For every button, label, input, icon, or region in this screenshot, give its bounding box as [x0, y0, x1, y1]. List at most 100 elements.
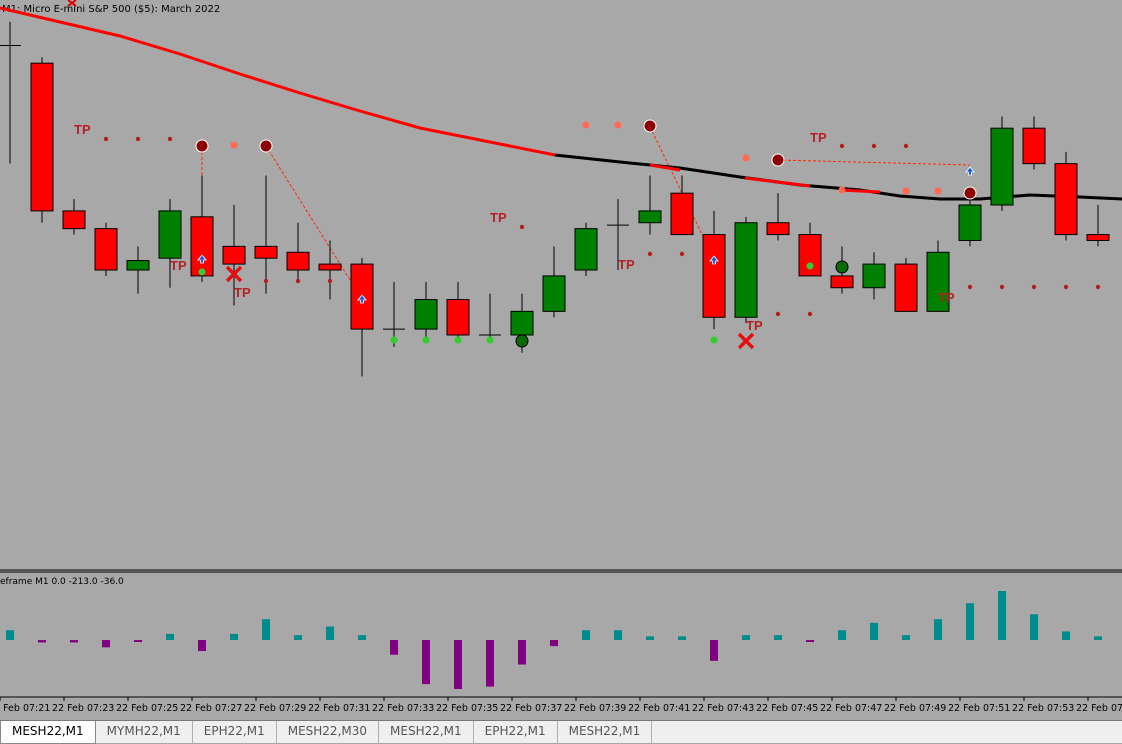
candle-body: [94, 228, 118, 271]
histogram-bar: [966, 603, 974, 640]
stop-dots-group: [103, 121, 1101, 344]
time-label: 22 Feb 07:45: [756, 703, 818, 714]
symbol-tab[interactable]: EPH22,M1: [474, 721, 558, 743]
histogram-bar: [486, 640, 494, 687]
main-chart-header: M1: Micro E-mini S&P 500 ($5): March 202…: [2, 4, 220, 15]
stop-dot: [807, 311, 813, 317]
histogram-bar: [998, 591, 1006, 640]
histogram-bar: [230, 633, 238, 640]
stop-dot: [1063, 284, 1069, 290]
histogram-bar: [678, 636, 686, 640]
buy-signal-icon: [515, 334, 529, 348]
histogram-bar: [102, 640, 110, 648]
chart-background: [0, 0, 1122, 720]
candles-group: [0, 21, 1110, 377]
symbol-tab[interactable]: MESH22,M30: [277, 721, 380, 743]
histogram-bar: [390, 640, 398, 655]
candle-body: [30, 62, 54, 212]
time-label: 22 Feb 07:51: [948, 703, 1010, 714]
candle: [1086, 205, 1110, 247]
time-label: 22 Feb 07:47: [820, 703, 882, 714]
tp-label: TP: [810, 130, 827, 145]
tp-label: TP: [618, 257, 635, 272]
red-ma-segment: [839, 188, 881, 194]
histogram-bar: [1062, 631, 1070, 640]
stop-dot: [647, 251, 653, 257]
histogram-bar: [646, 636, 654, 640]
symbol-tab[interactable]: MYMH22,M1: [96, 721, 193, 743]
buy-signal-icon: [835, 260, 849, 274]
tp-label: TP: [938, 290, 955, 305]
time-label: 22 Feb 07:37: [500, 703, 562, 714]
candle: [542, 246, 566, 318]
time-label: 22 Feb 07:53: [1012, 703, 1074, 714]
candle-body: [542, 275, 566, 312]
red-ma-segment: [744, 176, 811, 188]
trail-dot: [902, 187, 910, 195]
stop-dot: [839, 143, 845, 149]
tp-labels: TP TP TP TP TP TP TP TP: [74, 122, 955, 333]
candle-body: [446, 299, 470, 336]
candle: [798, 222, 822, 277]
histogram-bar: [582, 630, 590, 640]
sell-signal-icon: [195, 139, 209, 153]
candle: [383, 281, 405, 347]
candle-body: [830, 275, 854, 289]
candle-body: [734, 222, 758, 318]
exit-cross-icon: [737, 332, 755, 350]
candle-body: [670, 192, 694, 236]
tp-label: TP: [490, 210, 507, 225]
symbol-tab[interactable]: MESH22,M1: [379, 721, 474, 743]
symbol-tab[interactable]: MESH22,M1: [0, 721, 96, 744]
candle-body: [798, 234, 822, 277]
candle: [766, 193, 790, 241]
red-ma-segment: [649, 163, 681, 172]
candle: [30, 57, 54, 223]
signal-markers: [195, 119, 977, 350]
histogram-bar: [6, 630, 14, 640]
moving-average-lines: [0, 6, 1122, 201]
candle-body: [894, 263, 918, 312]
histogram-bar: [806, 640, 814, 642]
stop-dot: [903, 143, 909, 149]
stop-dot: [1095, 284, 1101, 290]
candle-body: [702, 234, 726, 318]
symbol-tab[interactable]: MESH22,M1: [558, 721, 653, 743]
histogram-bar: [934, 619, 942, 640]
candle-body: [190, 216, 214, 277]
stop-dot: [167, 136, 173, 142]
candle-body: [1086, 234, 1110, 241]
symbol-tab[interactable]: EPH22,M1: [193, 721, 277, 743]
candle-body: [318, 263, 342, 271]
histogram-bar: [454, 640, 462, 689]
candle-body: [62, 210, 86, 230]
candle: [254, 175, 278, 294]
histogram-bar: [550, 640, 558, 647]
candle: [607, 199, 629, 270]
candle-body: [222, 245, 246, 265]
trail-dot: [838, 186, 846, 194]
candle: [670, 175, 694, 236]
stop-dot: [1031, 284, 1037, 290]
histogram-bar: [326, 626, 334, 640]
histogram-bar: [38, 640, 46, 643]
time-label: 22 Feb 07:25: [116, 703, 178, 714]
candle: [222, 205, 246, 306]
chart-canvas[interactable]: M1: Micro E-mini S&P 500 ($5): March 202…: [0, 0, 1122, 720]
candle: [1054, 151, 1078, 241]
candle-body: [1054, 163, 1078, 236]
stop-dot: [967, 284, 973, 290]
time-label: 22 Feb 07:39: [564, 703, 626, 714]
entry-arrow-icon: [965, 166, 975, 176]
histogram-bar: [614, 630, 622, 640]
stop-dot: [263, 278, 269, 284]
entry-arrow-icon: [357, 294, 367, 304]
tp-label: TP: [170, 258, 187, 273]
entry-arrow-icon: [709, 255, 719, 265]
histogram-bar: [294, 635, 302, 640]
stop-dot: [135, 136, 141, 142]
buy-stop-dot: [486, 336, 494, 344]
time-label: 22 Feb 07:55: [1076, 703, 1122, 714]
